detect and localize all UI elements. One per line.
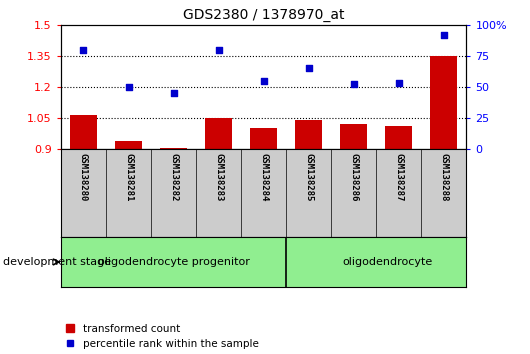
Bar (385, 126, 412, 149)
Bar (115, 142, 142, 149)
Text: GSM138284: GSM138284 (259, 153, 268, 201)
Text: oligodendrocyte: oligodendrocyte (342, 257, 432, 267)
Bar (250, 128, 277, 149)
Point (169, 90, 178, 96)
Point (124, 84, 132, 90)
Bar (160, 148, 187, 149)
Text: GSM138282: GSM138282 (169, 153, 178, 201)
Point (394, 80, 403, 86)
Legend: transformed count, percentile rank within the sample: transformed count, percentile rank withi… (66, 324, 259, 349)
Text: development stage: development stage (3, 257, 111, 267)
Bar (295, 120, 322, 149)
Text: GSM138288: GSM138288 (439, 153, 448, 201)
Bar (205, 118, 232, 149)
Bar (340, 124, 367, 149)
Point (304, 65, 313, 71)
Text: GSM138283: GSM138283 (214, 153, 223, 201)
Text: GSM138281: GSM138281 (124, 153, 133, 201)
Text: GSM138280: GSM138280 (79, 153, 88, 201)
Bar (430, 56, 457, 149)
Point (259, 78, 268, 83)
Point (350, 81, 358, 87)
Point (80, 47, 88, 52)
Point (214, 47, 223, 52)
Text: GSM138285: GSM138285 (304, 153, 313, 201)
Text: oligodendrocyte progenitor: oligodendrocyte progenitor (98, 257, 250, 267)
Text: GSM138286: GSM138286 (349, 153, 358, 201)
Title: GDS2380 / 1378970_at: GDS2380 / 1378970_at (183, 8, 344, 22)
Text: GSM138287: GSM138287 (394, 153, 403, 201)
Bar (70, 115, 97, 149)
Point (440, 32, 448, 38)
